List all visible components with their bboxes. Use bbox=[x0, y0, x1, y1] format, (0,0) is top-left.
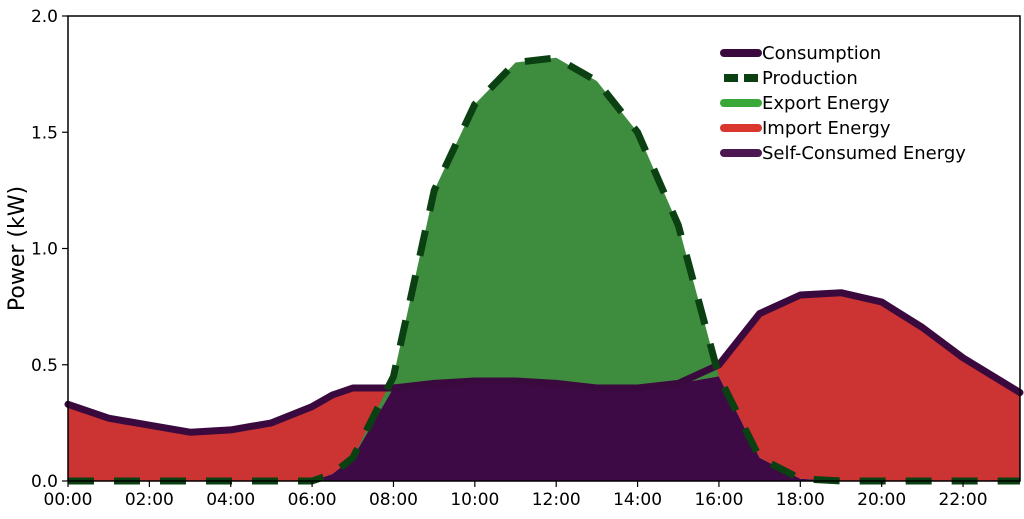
x-tick-label: 16:00 bbox=[694, 490, 743, 510]
legend: Consumption Production Export Energy Import… bbox=[720, 43, 966, 164]
export-energy-area bbox=[68, 57, 1020, 482]
x-tick-label: 00:00 bbox=[44, 490, 93, 510]
x-tick-label: 02:00 bbox=[125, 490, 174, 510]
import-energy-area bbox=[68, 292, 1020, 481]
legend-label: Import Energy bbox=[762, 118, 891, 139]
x-tick-label: 20:00 bbox=[857, 490, 906, 510]
x-tick-label: 04:00 bbox=[206, 490, 255, 510]
x-tick-label: 14:00 bbox=[613, 490, 662, 510]
y-axis-ticks: 0.0 0.5 1.0 1.5 2.0 bbox=[31, 7, 68, 492]
x-tick-label: 22:00 bbox=[939, 490, 988, 510]
self-consumed-energy-area bbox=[68, 376, 1020, 481]
y-tick-label: 1.0 bbox=[31, 240, 58, 260]
x-tick-label: 08:00 bbox=[369, 490, 418, 510]
legend-label: Self-Consumed Energy bbox=[762, 143, 966, 164]
y-tick-label: 1.5 bbox=[31, 123, 58, 143]
y-tick-label: 0.0 bbox=[31, 472, 58, 492]
x-axis-ticks: 00:00 02:00 04:00 06:00 08:00 10:00 12:00 14:00… bbox=[44, 481, 988, 510]
y-tick-label: 0.5 bbox=[31, 356, 58, 376]
x-tick-label: 10:00 bbox=[450, 490, 499, 510]
x-tick-label: 18:00 bbox=[776, 490, 825, 510]
x-tick-label: 12:00 bbox=[532, 490, 581, 510]
legend-label: Consumption bbox=[762, 43, 881, 64]
y-axis-title: Power (kW) bbox=[5, 186, 30, 311]
legend-label: Production bbox=[762, 68, 858, 89]
x-tick-label: 06:00 bbox=[288, 490, 337, 510]
chart-areas bbox=[68, 57, 1020, 482]
consumption-line bbox=[64, 289, 1024, 436]
legend-label: Export Energy bbox=[762, 93, 890, 114]
y-tick-label: 2.0 bbox=[31, 7, 58, 27]
